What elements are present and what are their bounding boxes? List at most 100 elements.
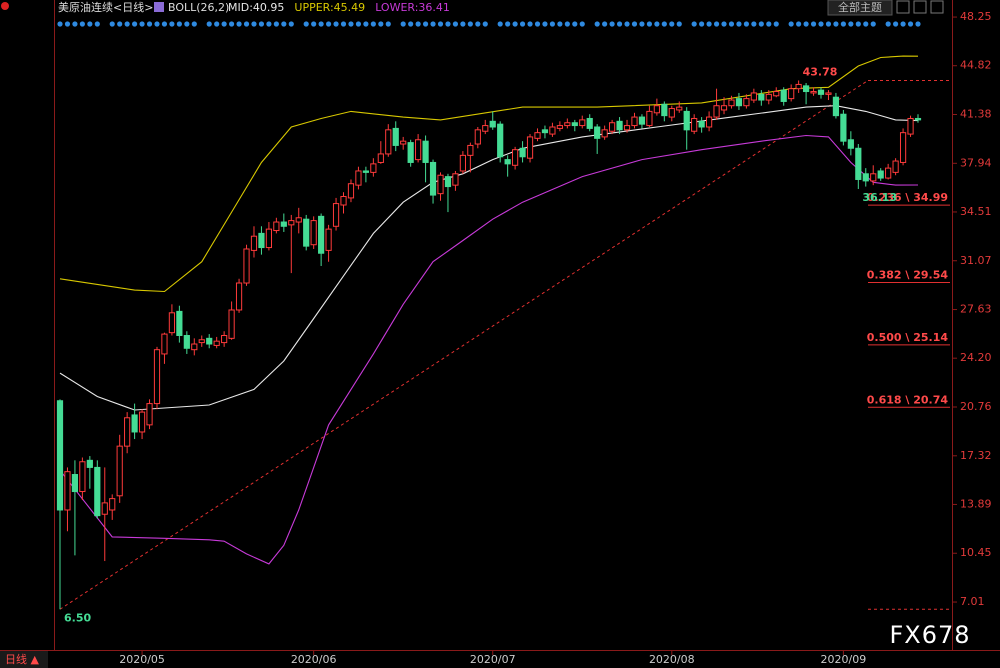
candle-body [79, 461, 86, 493]
chart-title: 美原油连续<日线> [58, 0, 153, 14]
status-dot [609, 21, 615, 27]
candle-body [474, 129, 481, 145]
fib-label: 0.236 \ 34.99 [867, 191, 948, 204]
candle-body [407, 142, 414, 163]
candle-body [385, 129, 392, 155]
candle-body [519, 147, 526, 158]
x-tick-label: 2020/07 [470, 653, 516, 666]
candle-body [773, 91, 780, 97]
candle-body [855, 147, 862, 180]
status-dot [497, 21, 503, 27]
status-dot [445, 21, 451, 27]
status-dot [422, 21, 429, 27]
status-dot [803, 21, 809, 27]
status-dot [64, 21, 71, 27]
status-dot [572, 21, 578, 27]
status-dot [616, 21, 623, 27]
candle-body [56, 400, 64, 511]
status-dot [243, 21, 250, 27]
window-button[interactable] [913, 0, 927, 14]
period-tab-bg[interactable] [0, 651, 48, 668]
candle-body [541, 129, 549, 134]
candle-body [631, 116, 638, 127]
status-dot [132, 21, 138, 27]
candle-body [318, 215, 325, 254]
candle-body [482, 125, 489, 132]
legend-entry: MID:40.95 [228, 1, 284, 14]
status-dot [840, 21, 846, 27]
candle-body [653, 105, 660, 114]
status-dot [818, 21, 824, 27]
candle-body [512, 149, 519, 166]
candle-body [676, 106, 683, 111]
candle-body [817, 89, 825, 95]
candle-body [176, 310, 183, 337]
fib-label: 0.500 \ 25.14 [867, 331, 949, 344]
candle-body [661, 103, 668, 117]
candle-body [146, 403, 153, 426]
candle-body [691, 117, 698, 132]
status-dot [602, 21, 608, 27]
status-dot [870, 21, 876, 27]
status-dot [117, 21, 123, 27]
legend-entry: UPPER:45.49 [294, 1, 365, 14]
candle-body [153, 349, 161, 405]
window-button[interactable] [896, 0, 910, 14]
theme-button[interactable] [827, 0, 893, 16]
status-dot [452, 21, 459, 27]
candle-body [131, 414, 138, 433]
status-dot [94, 21, 100, 27]
status-dot [766, 21, 772, 27]
candle-body [765, 93, 772, 101]
candle-body [213, 340, 220, 346]
status-dot [907, 21, 914, 27]
status-dot [79, 21, 85, 27]
status-dot [303, 21, 309, 27]
app-icon [1, 2, 9, 10]
status-dot [146, 21, 153, 27]
candle-body [579, 119, 586, 127]
window-button[interactable] [930, 0, 944, 14]
status-dot [281, 21, 287, 27]
candle-body [720, 105, 728, 111]
candle-body [668, 108, 675, 118]
candle-body [228, 309, 235, 339]
candle-body [206, 337, 213, 345]
y-tick-label: 37.94 [960, 156, 992, 169]
candle-body [504, 159, 511, 165]
legend-entry: LOWER:36.41 [375, 1, 450, 14]
status-dot [706, 21, 712, 27]
status-dot [773, 21, 779, 27]
candle-body [265, 228, 273, 249]
status-dot [57, 21, 63, 27]
period-tab[interactable]: 日线 ▲ [5, 652, 39, 666]
candle-body [124, 417, 131, 447]
candle-body [235, 282, 243, 311]
status-dot [408, 21, 414, 27]
candle-body [750, 92, 757, 101]
status-dot [505, 21, 511, 27]
candle-body [795, 83, 802, 90]
candle-body [273, 221, 280, 232]
status-dot [646, 21, 653, 27]
price-label: 43.78 [803, 65, 838, 78]
candle-body [377, 153, 384, 163]
candle-body [616, 120, 623, 131]
price-label: 6.50 [64, 611, 91, 624]
candle-body [683, 110, 690, 131]
candle-body [713, 105, 720, 118]
candle-body [86, 459, 93, 468]
candle-body [623, 125, 631, 131]
x-tick-label: 2020/08 [649, 653, 695, 666]
candle-body [303, 218, 310, 247]
candle-body [847, 139, 854, 149]
candle-body [183, 335, 190, 349]
status-dot [154, 21, 160, 27]
status-dot [482, 21, 488, 27]
theme-button-label[interactable]: 全部主题 [838, 0, 882, 14]
y-tick-label: 17.32 [960, 449, 992, 462]
candle-body [168, 312, 176, 334]
candle-body [489, 120, 496, 128]
candle-body [325, 228, 332, 251]
